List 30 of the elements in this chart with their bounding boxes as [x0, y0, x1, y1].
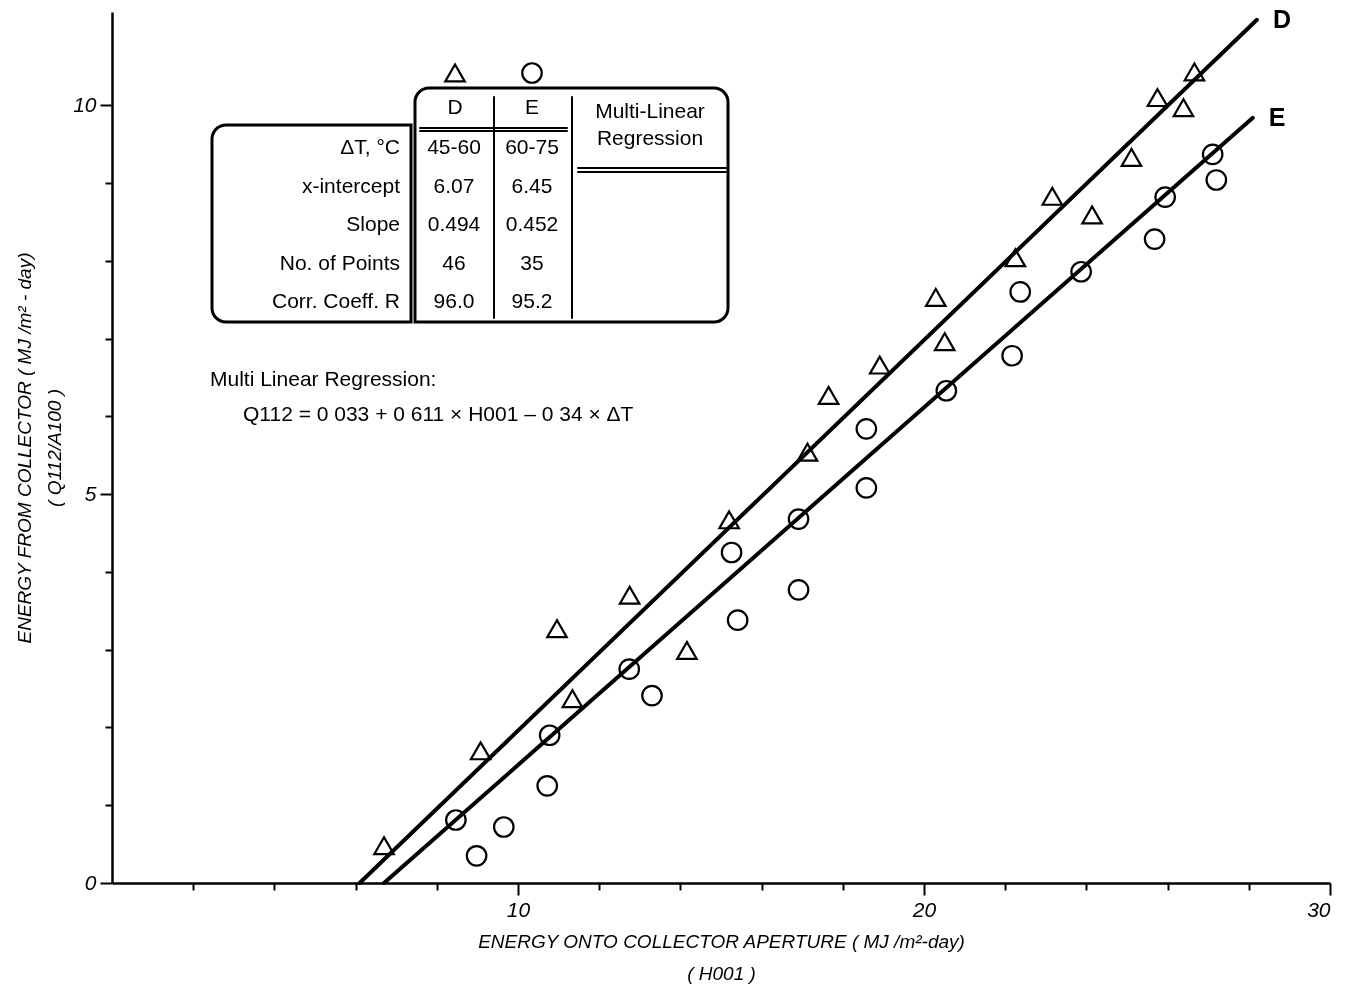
annotation: 45-60 [427, 135, 481, 158]
y-tick-label: 0 [84, 870, 97, 894]
x-tick-label: 10 [506, 897, 531, 921]
series-label: E [1268, 102, 1286, 131]
y-tick-label: 10 [73, 92, 97, 116]
annotation: ΔT, °C [340, 135, 400, 158]
annotation: 0.452 [505, 212, 559, 235]
annotation: 96.0 [433, 289, 475, 312]
y-axis-title: ENERGY FROM COLLECTOR ( MJ /m² - day) ( Q112/A100 ) [14, 252, 66, 644]
annotation: 46 [442, 250, 466, 274]
annotation: 35 [520, 250, 544, 274]
annotation: 60-75 [505, 135, 559, 158]
y-tick-label: 5 [84, 481, 97, 505]
annotation: 6.45 [511, 173, 553, 197]
annotation: Multi Linear Regression: [210, 367, 437, 390]
annotation: Corr. Coeff. R [272, 289, 400, 312]
legend-label: E [524, 95, 540, 118]
x-axis-title: ENERGY ONTO COLLECTOR APERTURE ( MJ /m²-day) ( H001 ) [478, 930, 965, 984]
annotation: No. of Points [279, 250, 400, 274]
annotation: 95.2 [511, 289, 553, 312]
annotation: x-intercept [301, 173, 401, 197]
x-tick-label: 20 [911, 897, 937, 921]
annotation: 0.494 [427, 212, 481, 235]
annotation: Multi-Linear Regression [595, 99, 705, 149]
annotation: 6.07 [433, 173, 475, 197]
annotation: Slope [346, 212, 400, 235]
legend-label: D [447, 95, 463, 118]
x-tick-label: 30 [1307, 897, 1331, 921]
series-label: D [1272, 4, 1291, 33]
annotation: Q112 = 0 033 + 0 611 × H001 – 0 34 × ΔT [243, 402, 634, 425]
